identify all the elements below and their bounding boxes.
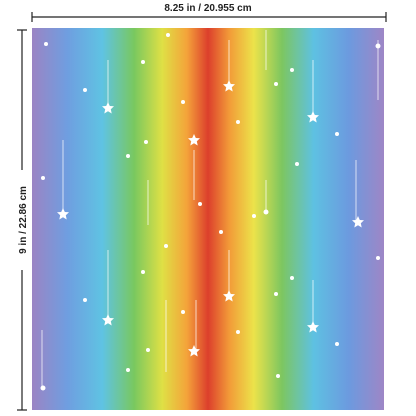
rainbow-background <box>32 28 384 410</box>
label-bg <box>150 2 266 15</box>
width-dimension: 8.25 in / 20.955 cm <box>31 2 387 22</box>
dots <box>40 33 381 391</box>
paper <box>32 28 384 410</box>
height-label: 9 in / 22.86 cm <box>18 186 29 254</box>
width-label: 8.25 in / 20.955 cm <box>164 3 251 14</box>
height-dimension: 9 in / 22.86 cm <box>14 29 30 411</box>
streaks <box>41 30 379 388</box>
label-bg <box>14 170 30 270</box>
